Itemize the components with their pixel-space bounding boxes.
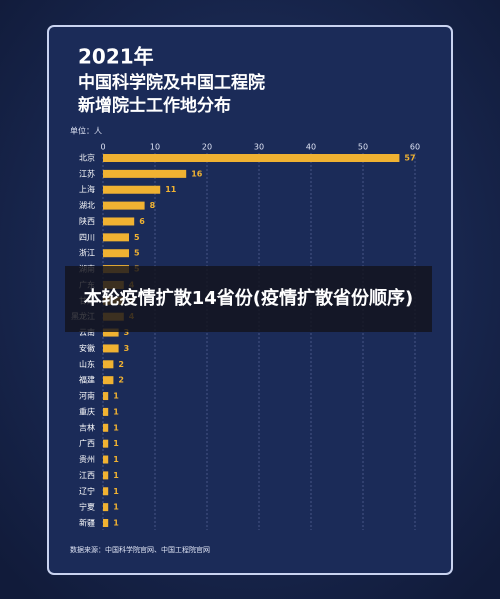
y-tick-label: 安徽 (79, 343, 95, 353)
y-tick-label: 辽宁 (79, 486, 95, 496)
bar (103, 360, 114, 369)
y-tick-label: 河南 (79, 391, 95, 401)
bar (103, 344, 119, 353)
value-label: 8 (150, 201, 156, 210)
bar (103, 233, 129, 242)
y-tick-label: 贵州 (79, 454, 95, 464)
value-label: 3 (124, 344, 130, 353)
y-tick-label: 湖北 (79, 201, 95, 210)
bar (103, 154, 400, 162)
value-label: 1 (113, 423, 119, 432)
y-tick-label: 山东 (79, 359, 95, 369)
value-label: 1 (113, 392, 119, 401)
title-year: 2021年 (78, 45, 154, 69)
bar (103, 519, 109, 527)
bar (103, 185, 161, 194)
x-tick-label: 10 (150, 143, 160, 152)
value-label: 16 (191, 169, 203, 178)
bar (103, 407, 109, 416)
bar (103, 487, 109, 496)
y-tick-label: 江西 (79, 471, 95, 480)
value-label: 1 (113, 439, 119, 448)
value-label: 1 (113, 471, 119, 480)
x-tick-label: 50 (358, 143, 368, 152)
value-label: 6 (139, 217, 145, 226)
y-tick-label: 广西 (79, 438, 95, 448)
y-tick-label: 北京 (79, 153, 95, 163)
y-tick-label: 重庆 (79, 406, 95, 416)
bar (103, 328, 119, 337)
bar (103, 392, 109, 401)
overlay-headline: 本轮疫情扩散14省份(疫情扩散省份顺序) (65, 266, 432, 332)
y-tick-label: 陕西 (79, 216, 95, 226)
bar (103, 439, 109, 448)
bar (103, 455, 109, 464)
bar (103, 249, 129, 258)
unit-label: 单位：人 (70, 126, 102, 136)
value-label: 2 (118, 360, 124, 369)
value-label: 1 (113, 519, 119, 528)
source: 数据来源：中国科学院官网、中国工程院官网 (70, 545, 210, 554)
x-tick-label: 30 (254, 143, 264, 152)
x-tick-label: 20 (202, 143, 212, 152)
value-label: 1 (113, 503, 119, 512)
bar (103, 423, 109, 432)
y-tick-label: 云南 (79, 327, 95, 337)
value-label: 1 (113, 407, 119, 416)
bar (103, 169, 187, 178)
x-tick-label: 0 (100, 143, 105, 152)
value-label: 1 (113, 487, 119, 496)
x-tick-label: 40 (306, 143, 316, 152)
bar (103, 376, 114, 385)
x-tick-label: 60 (410, 143, 420, 152)
title-line: 中国科学院及中国工程院 (78, 72, 265, 93)
bar (103, 217, 135, 226)
value-label: 57 (404, 154, 415, 163)
value-label: 2 (118, 376, 124, 385)
bar (103, 471, 109, 480)
value-label: 1 (113, 455, 119, 464)
bar (103, 201, 145, 210)
y-tick-label: 新疆 (79, 518, 95, 528)
y-tick-label: 宁夏 (79, 502, 95, 512)
y-tick-label: 江苏 (79, 168, 95, 178)
y-tick-label: 上海 (79, 184, 95, 194)
y-tick-label: 浙江 (79, 248, 95, 258)
value-label: 3 (124, 328, 130, 337)
value-label: 5 (134, 249, 140, 258)
title-line: 新增院士工作地分布 (78, 95, 231, 116)
value-label: 5 (134, 233, 140, 242)
y-tick-label: 吉林 (79, 422, 95, 432)
y-tick-label: 福建 (79, 375, 95, 385)
bar (103, 503, 109, 512)
value-label: 11 (165, 185, 177, 194)
y-tick-label: 四川 (79, 233, 95, 242)
